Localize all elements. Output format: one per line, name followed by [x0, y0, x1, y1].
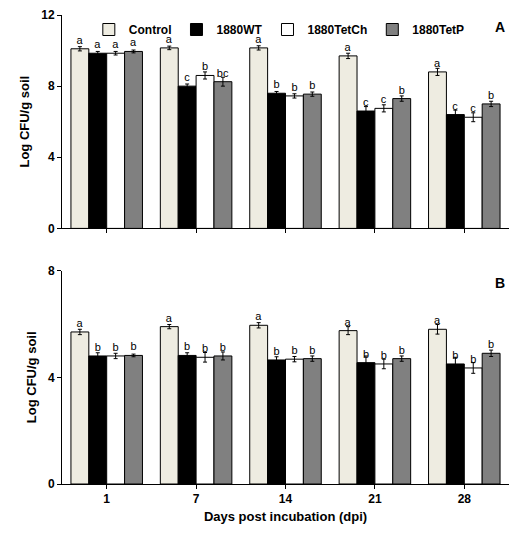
svg-text:c: c — [452, 100, 458, 112]
svg-text:b: b — [488, 89, 494, 101]
svg-text:a: a — [76, 317, 83, 329]
svg-text:0: 0 — [48, 222, 55, 236]
svg-text:8: 8 — [48, 79, 55, 93]
svg-text:b: b — [309, 344, 315, 356]
svg-text:bc: bc — [217, 67, 229, 79]
svg-text:B: B — [495, 275, 505, 291]
svg-text:b: b — [291, 344, 297, 356]
svg-text:21: 21 — [368, 492, 382, 506]
svg-text:a: a — [345, 41, 352, 53]
svg-text:b: b — [399, 84, 405, 96]
svg-text:b: b — [184, 340, 190, 352]
svg-text:1880TetCh: 1880TetCh — [307, 23, 367, 37]
svg-text:a: a — [165, 32, 172, 45]
svg-text:28: 28 — [458, 492, 472, 506]
svg-text:4: 4 — [48, 150, 55, 164]
svg-text:a: a — [130, 36, 137, 48]
svg-text:c: c — [363, 96, 369, 108]
svg-text:a: a — [255, 32, 262, 45]
svg-text:b: b — [220, 341, 226, 353]
svg-text:c: c — [184, 71, 190, 83]
svg-text:b: b — [273, 345, 279, 357]
svg-text:4: 4 — [48, 371, 55, 385]
svg-text:7: 7 — [193, 492, 200, 506]
svg-text:Log CFU/g soil: Log CFU/g soil — [24, 331, 39, 423]
svg-text:b: b — [381, 349, 387, 361]
svg-text:b: b — [309, 79, 315, 91]
svg-text:a: a — [434, 314, 441, 326]
svg-text:12: 12 — [41, 8, 55, 22]
svg-text:b: b — [363, 348, 369, 360]
svg-text:b: b — [130, 340, 136, 352]
svg-text:b: b — [202, 342, 208, 354]
svg-text:b: b — [273, 78, 279, 90]
svg-text:b: b — [470, 353, 476, 365]
svg-text:1880TetP: 1880TetP — [412, 23, 464, 37]
svg-text:b: b — [488, 338, 494, 350]
svg-text:b: b — [95, 341, 101, 353]
svg-text:14: 14 — [279, 492, 293, 506]
svg-text:b: b — [399, 344, 405, 356]
svg-text:Control: Control — [129, 23, 172, 37]
svg-text:c: c — [470, 102, 476, 114]
svg-text:a: a — [94, 38, 101, 50]
svg-text:a: a — [345, 316, 352, 328]
svg-text:a: a — [76, 34, 83, 46]
svg-text:c: c — [381, 93, 387, 105]
svg-text:A: A — [495, 19, 505, 35]
svg-text:b: b — [113, 341, 119, 353]
svg-text:Days post incubation (dpi): Days post incubation (dpi) — [204, 509, 367, 524]
svg-text:a: a — [166, 312, 173, 324]
svg-text:0: 0 — [48, 477, 55, 491]
svg-text:b: b — [291, 81, 297, 93]
svg-text:1: 1 — [103, 492, 110, 506]
svg-text:Log CFU/g soil: Log CFU/g soil — [17, 76, 32, 168]
svg-text:8: 8 — [48, 264, 55, 278]
svg-text:1880WT: 1880WT — [216, 23, 262, 37]
svg-text:a: a — [434, 57, 441, 69]
svg-text:a: a — [112, 38, 119, 50]
svg-text:b: b — [452, 349, 458, 361]
svg-text:a: a — [255, 310, 262, 322]
svg-text:b: b — [202, 60, 208, 72]
